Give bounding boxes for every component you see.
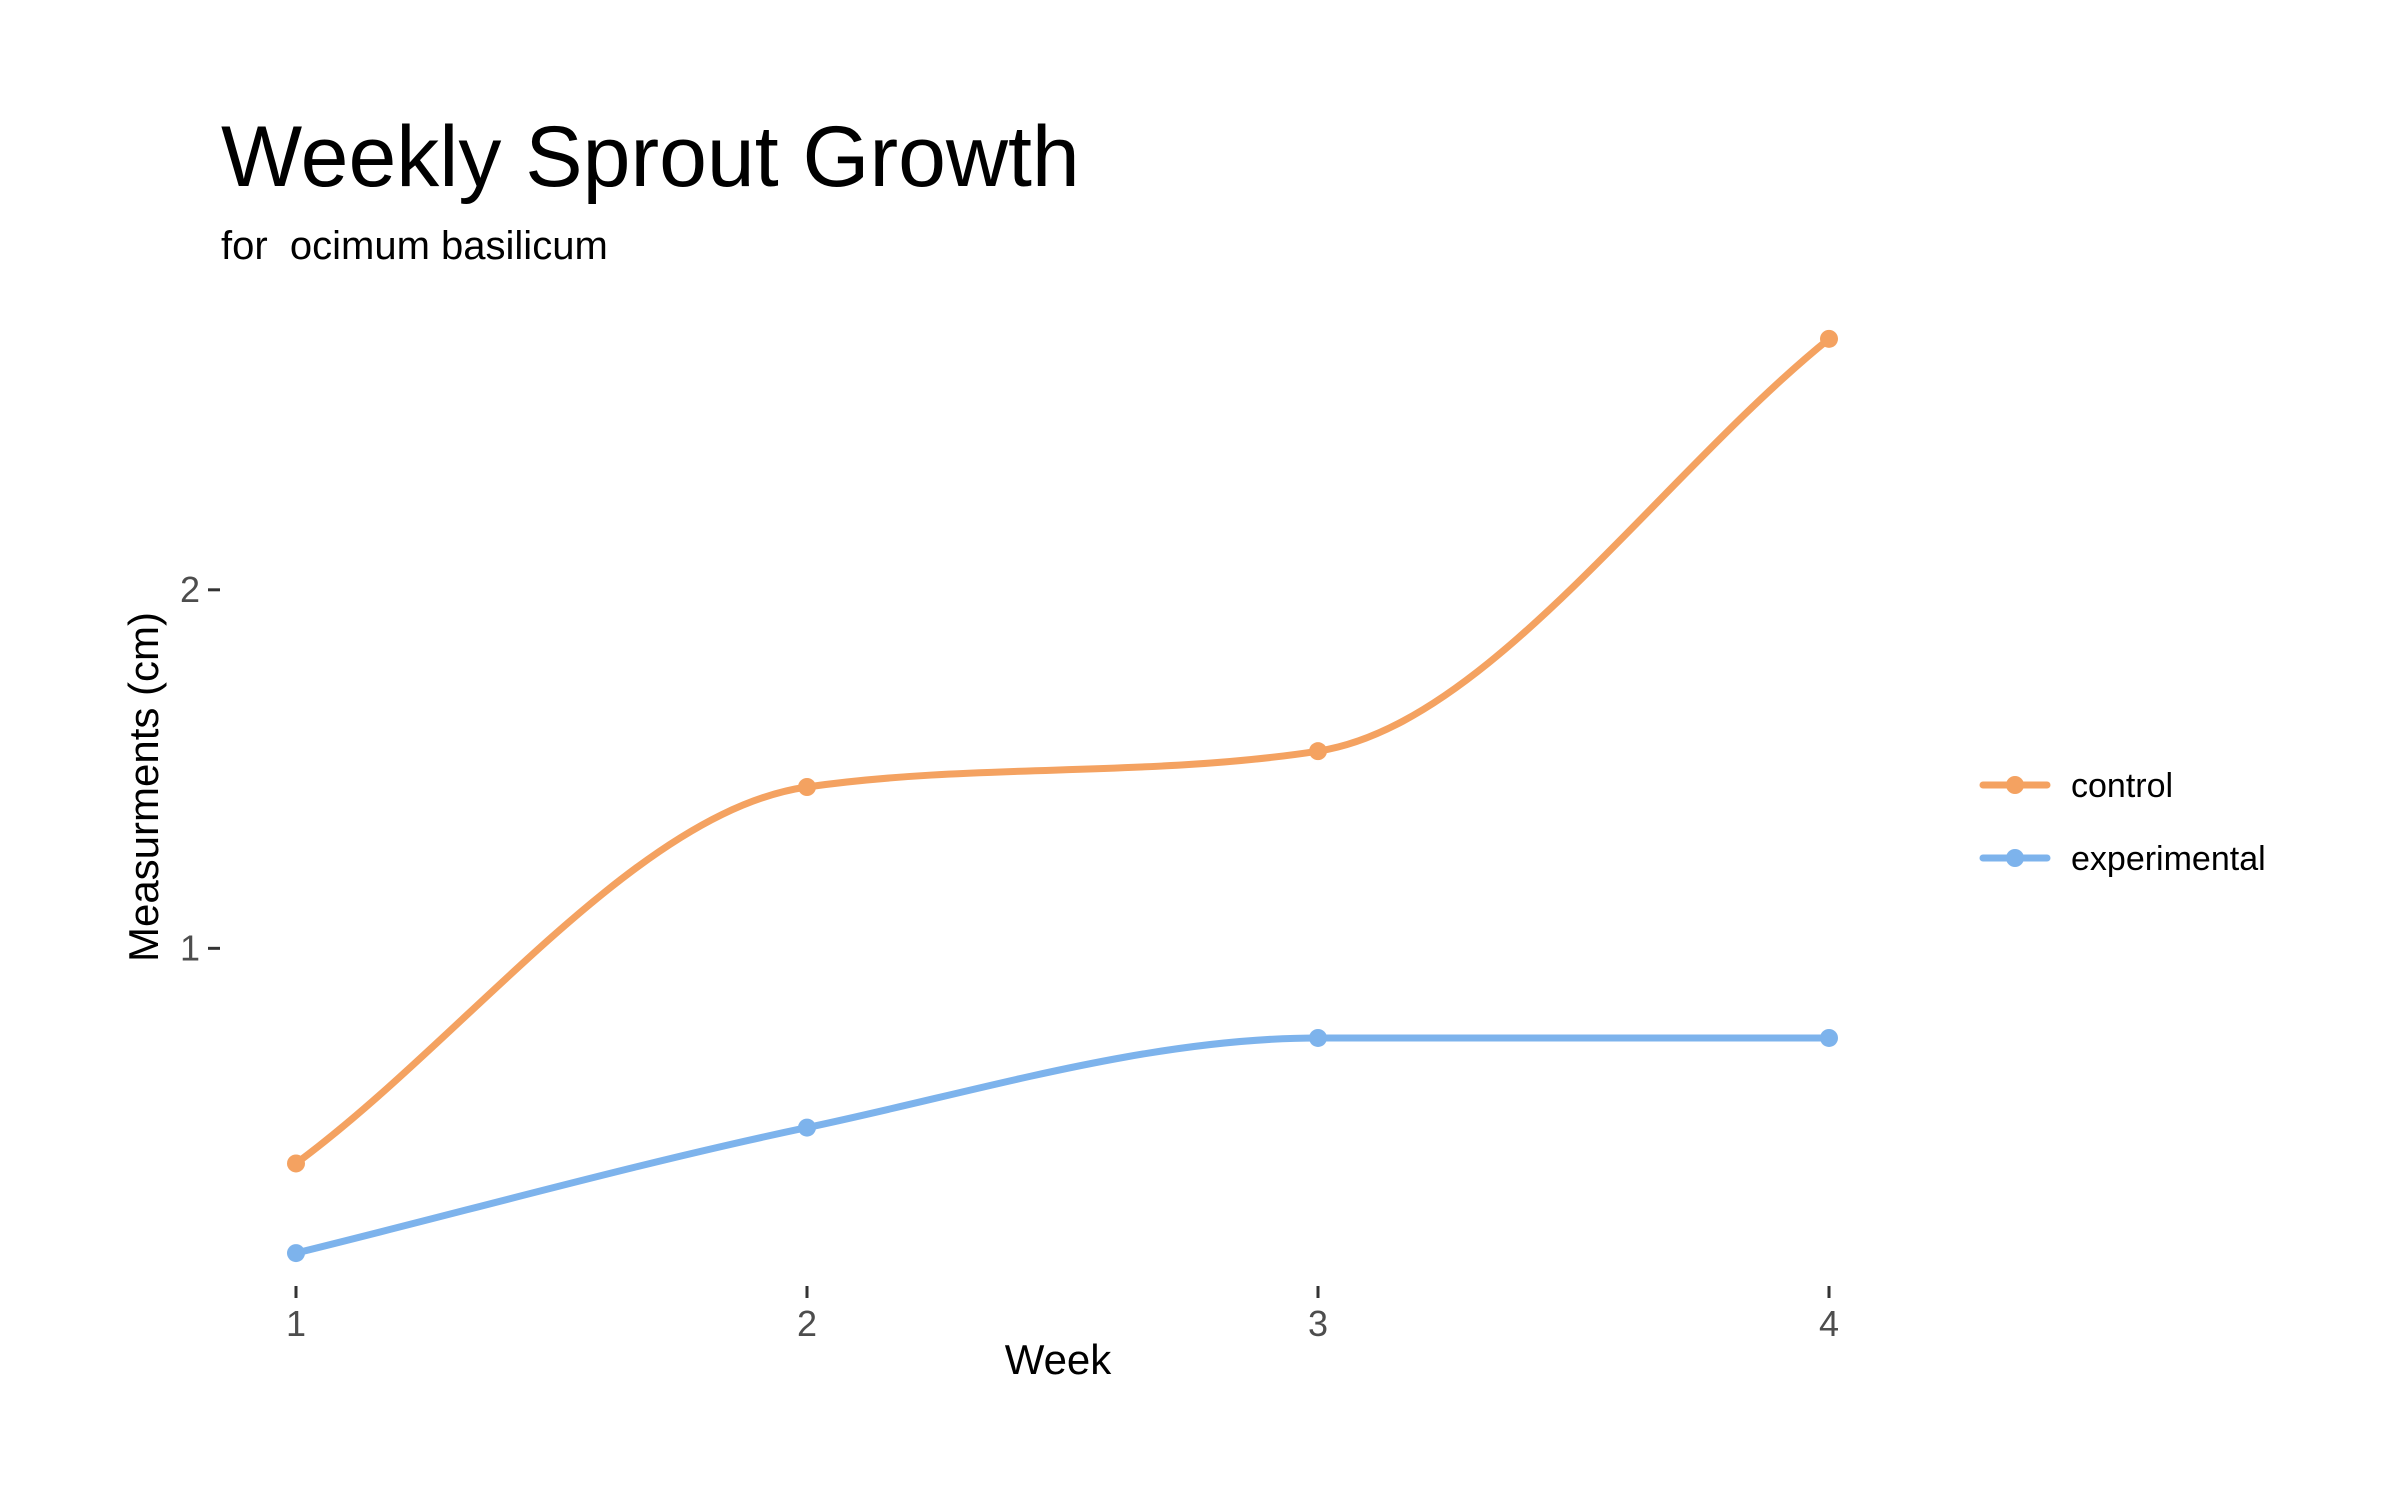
y-tick-label: 2 — [180, 569, 200, 610]
legend-item-experimental: experimental — [1979, 840, 2266, 878]
y-axis: 12 — [180, 569, 220, 968]
data-point-experimental — [287, 1244, 305, 1263]
legend-key-point — [2006, 776, 2024, 794]
x-tick-label: 3 — [1308, 1303, 1328, 1344]
x-tick-label: 1 — [286, 1303, 306, 1344]
x-axis: 1 2 3 4 — [286, 1286, 1839, 1344]
plot-series — [287, 329, 1838, 1263]
data-point-experimental — [1309, 1028, 1327, 1047]
x-tick-label: 4 — [1819, 1303, 1839, 1344]
y-tick-label: 1 — [180, 927, 200, 968]
legend-label: control — [2071, 767, 2173, 805]
series-line-control — [292, 335, 1833, 1167]
series-experimental — [287, 1028, 1838, 1263]
chart-subtitle: for ocimum basilicum — [221, 224, 608, 268]
legend-item-control: control — [1979, 767, 2173, 805]
x-tick-label: 2 — [797, 1303, 817, 1344]
series-control — [287, 329, 1838, 1173]
data-point-control — [798, 778, 816, 796]
data-point-experimental — [798, 1118, 816, 1137]
legend: control experimental — [1979, 767, 2266, 878]
data-point-experimental — [1820, 1028, 1838, 1047]
chart-title: Weekly Sprout Growth — [221, 109, 1080, 205]
x-axis-title: Week — [1005, 1336, 1113, 1383]
y-axis-title: Measurments (cm) — [120, 612, 167, 962]
data-point-control — [1309, 742, 1327, 761]
legend-label: experimental — [2071, 840, 2266, 878]
data-point-control — [287, 1154, 305, 1173]
data-point-control — [1820, 329, 1838, 348]
legend-key-point — [2006, 849, 2024, 867]
series-line-experimental — [292, 1034, 1833, 1257]
